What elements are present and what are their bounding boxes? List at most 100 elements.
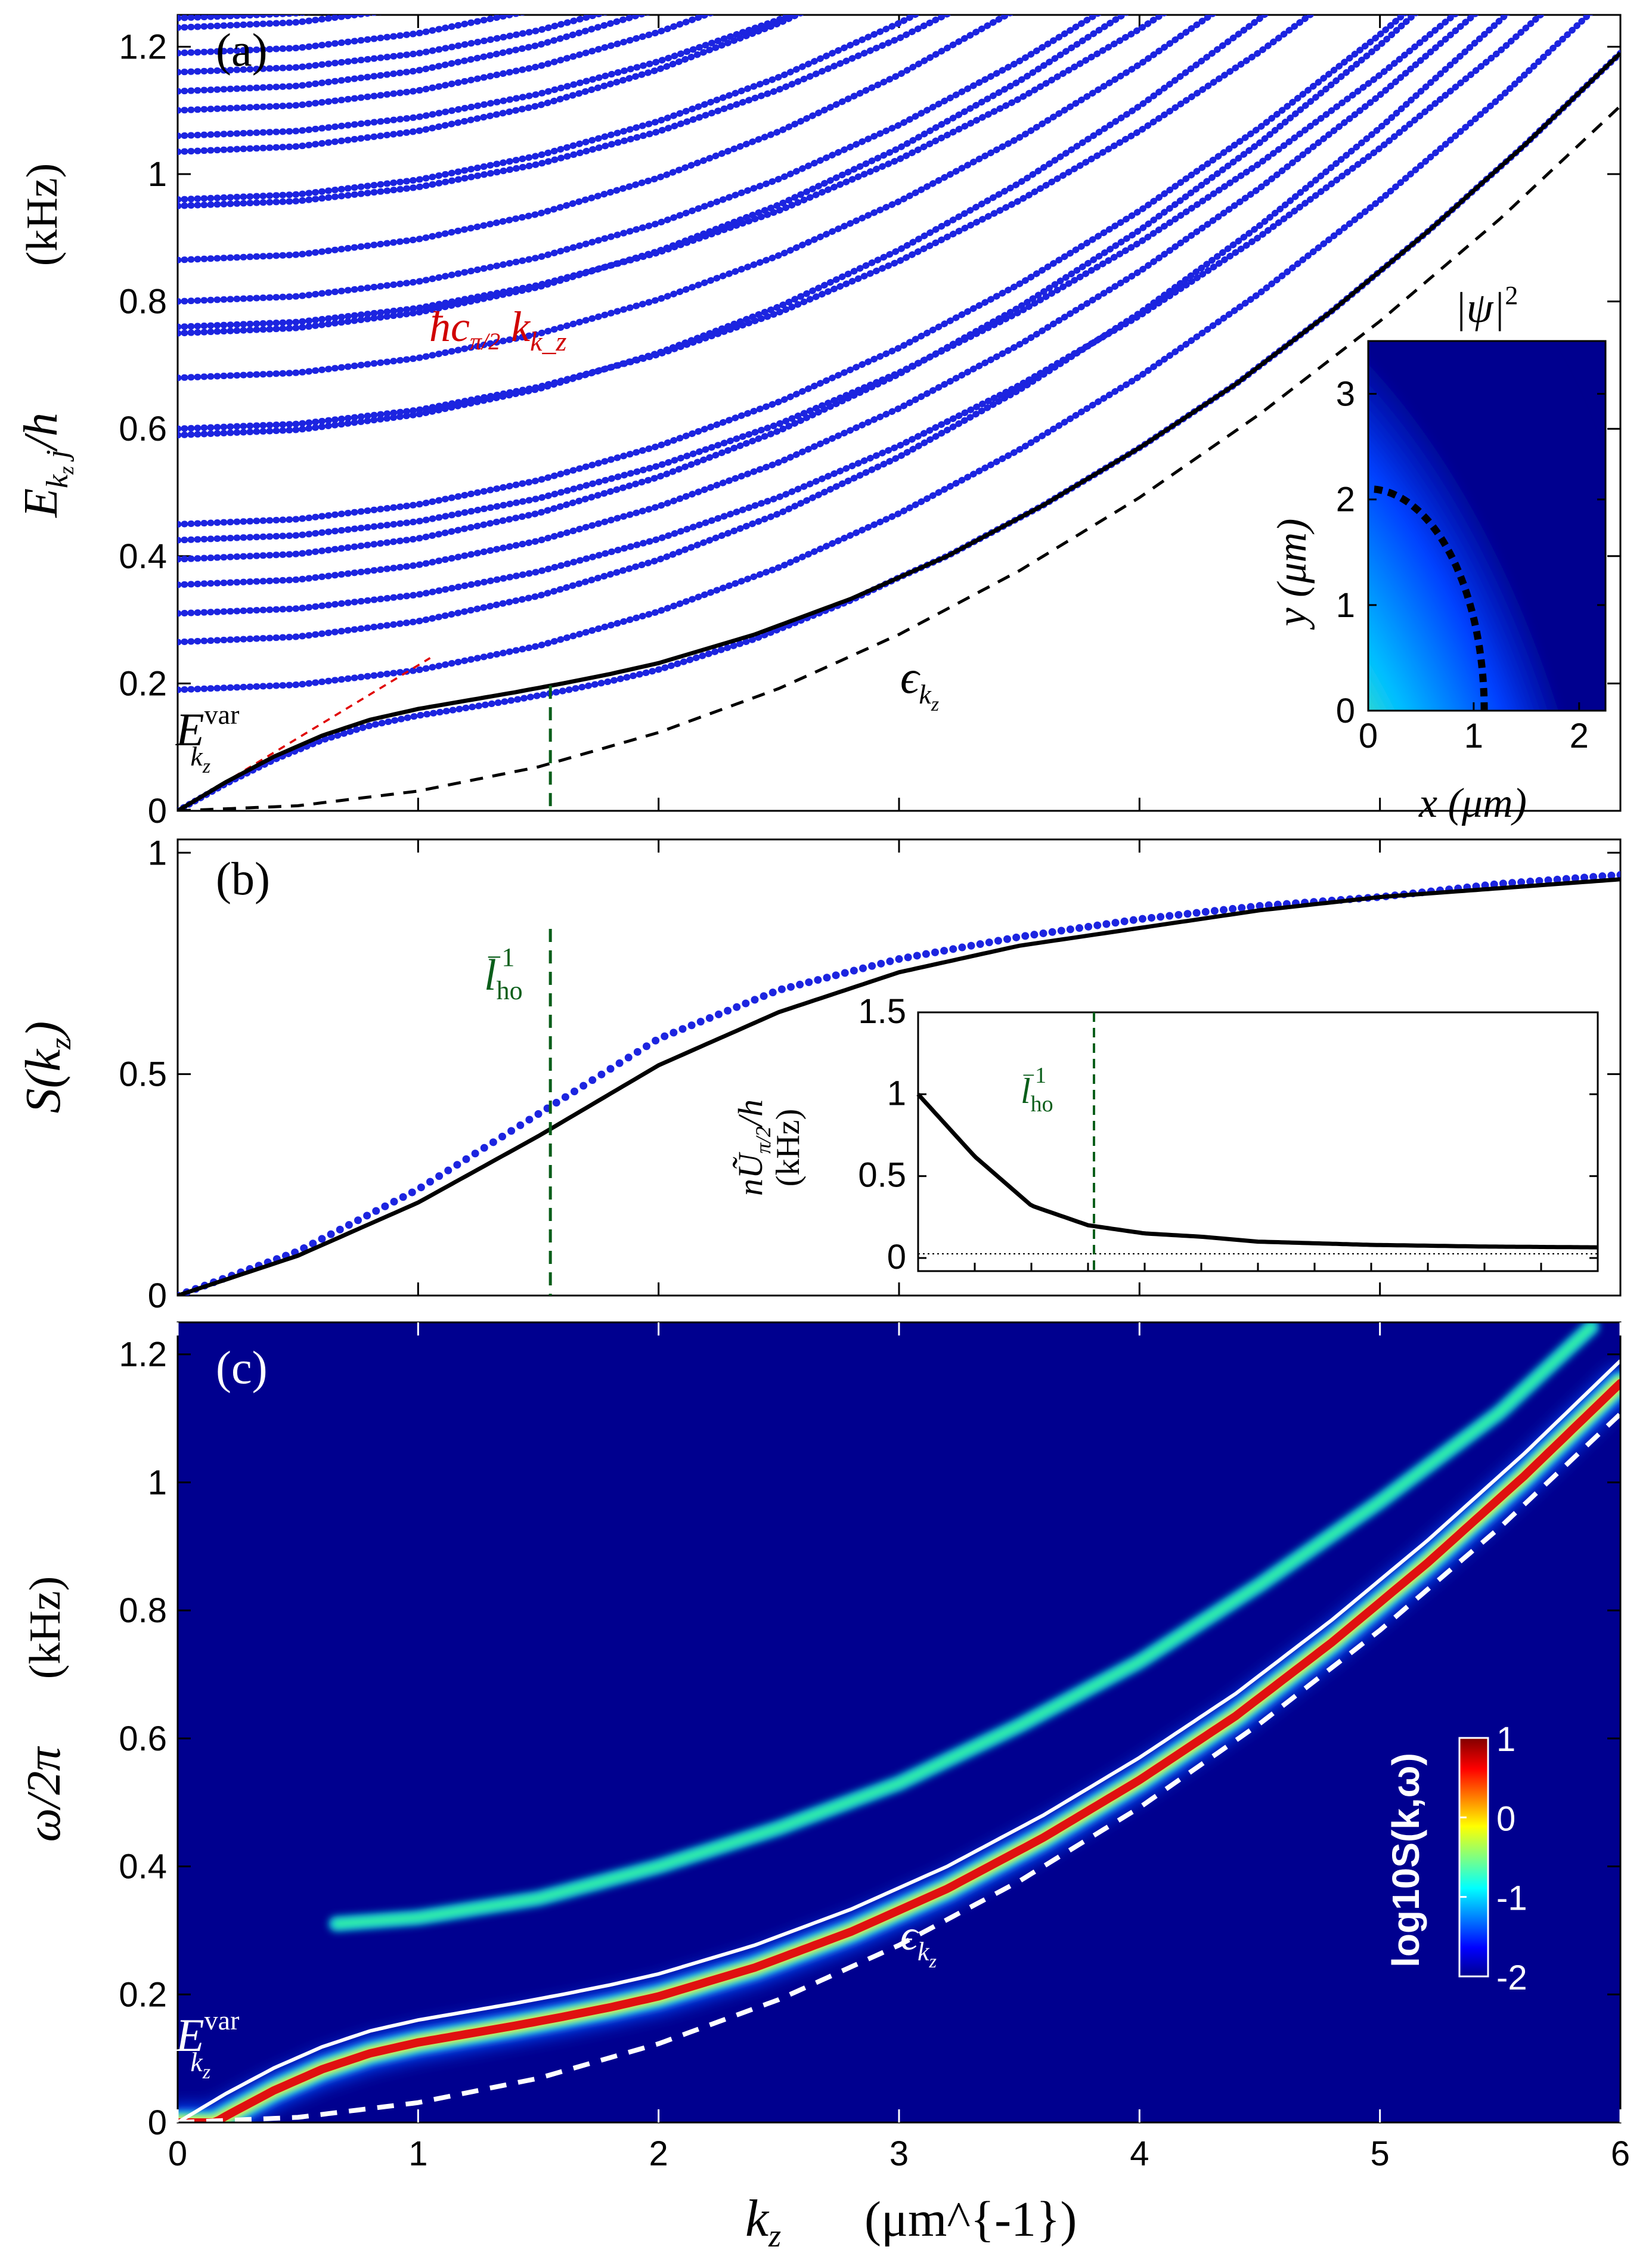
panel-b-dot bbox=[444, 1166, 452, 1175]
panel-a-band bbox=[178, 15, 799, 140]
panel-b-dot bbox=[417, 1183, 425, 1192]
panel-c-xtick-label: 3 bbox=[889, 2134, 909, 2173]
panel-b-dot bbox=[471, 1149, 479, 1158]
panel-b-dot bbox=[796, 980, 804, 988]
panel-b-dot bbox=[751, 996, 759, 1004]
inset-a-xlabel: x (μm) bbox=[1418, 780, 1527, 826]
panel-b-dot bbox=[1048, 928, 1056, 936]
panel-b-dot bbox=[841, 969, 849, 977]
panel-b-inset: 00.511.5 lho−1 nŨπ/2/h (kHz) bbox=[731, 992, 1599, 1276]
colorbar-gradient bbox=[1458, 1737, 1489, 1978]
colorbar-ticks: 1 0 -1 -2 bbox=[1459, 1720, 1527, 1997]
panel-a-band bbox=[178, 15, 608, 76]
panel-a-band bbox=[178, 15, 1419, 563]
inset-a-frame bbox=[1367, 340, 1607, 712]
panel-b-dot bbox=[525, 1115, 534, 1124]
colorbar-tick-label: 0 bbox=[1496, 1799, 1515, 1838]
panel-c-ytick-label: 1 bbox=[148, 1463, 167, 1502]
panel-c-xlabel: kz (μm^{-1}) bbox=[745, 2190, 1077, 2254]
panel-a-ytick-label: 0.2 bbox=[119, 664, 167, 703]
inset-a-xtick-label: 2 bbox=[1570, 717, 1589, 755]
panel-b-dot bbox=[976, 940, 984, 948]
panel-c-xtick-label: 5 bbox=[1371, 2134, 1390, 2173]
panel-a-band bbox=[178, 15, 1217, 382]
inset-a-ytick-label: 3 bbox=[1336, 375, 1355, 414]
inset-a-ytick-label: 2 bbox=[1336, 481, 1355, 519]
panel-b-dot bbox=[922, 950, 930, 958]
panel-b-dot bbox=[327, 1230, 335, 1238]
colorbar-tick-label: -2 bbox=[1496, 1959, 1527, 1997]
panel-b-ylabel: S(kz) bbox=[16, 1021, 77, 1114]
panel-a-band bbox=[178, 15, 1511, 646]
panel-b-dot bbox=[958, 943, 966, 952]
panel-a-band bbox=[178, 15, 312, 21]
panel-a-band bbox=[178, 15, 1102, 305]
panel-b-dot bbox=[1021, 932, 1030, 940]
panel-b-dot bbox=[868, 962, 876, 970]
panel-a-band bbox=[178, 15, 953, 209]
panel-b-dot bbox=[1192, 909, 1201, 917]
panel-c-xtick-label: 2 bbox=[649, 2134, 668, 2173]
panel-b-dot bbox=[661, 1032, 669, 1040]
panel-a-band bbox=[178, 15, 805, 156]
panel-b-dot bbox=[1066, 925, 1074, 934]
panel-b-dot bbox=[1607, 872, 1616, 880]
inset-b-ticks: 0 0.5 1 1.5 bbox=[858, 992, 1599, 1276]
panel-b-dot bbox=[823, 974, 831, 982]
panel-a-band bbox=[178, 15, 1479, 588]
panel-b-dot bbox=[579, 1082, 588, 1090]
panel-b-dot bbox=[696, 1018, 705, 1026]
panel-b-label: (b) bbox=[216, 853, 270, 904]
panel-b-dot bbox=[1229, 904, 1237, 913]
panel-a-band bbox=[178, 15, 922, 203]
panel-b-dot bbox=[670, 1028, 678, 1037]
panel-a-ytick-label: 0.8 bbox=[119, 283, 167, 321]
panel-c-xtick-label: 0 bbox=[168, 2134, 187, 2173]
inset-b-ytick-label: 0 bbox=[887, 1238, 906, 1276]
panel-b-dot bbox=[1120, 917, 1129, 925]
panel-c-ylabel: ω/2π (kHz) bbox=[18, 1576, 70, 1842]
panel-a-ylabel: Ekz j/h (kHz) bbox=[15, 163, 78, 518]
panel-b-dot bbox=[760, 992, 768, 1000]
panel-c-xtick-label: 1 bbox=[408, 2134, 427, 2173]
panel-b-dot bbox=[724, 1006, 732, 1015]
panel-b-dot bbox=[994, 937, 1002, 945]
panel-c-ytick-label: 0.6 bbox=[119, 1719, 167, 1758]
panel-a-band bbox=[178, 15, 1594, 693]
svg-text:Ekz j/h: Ekz j/h bbox=[15, 413, 78, 518]
panel-a-ytick-label: 0 bbox=[148, 792, 167, 831]
panel-b-dot bbox=[1003, 935, 1011, 943]
panel-b-dot bbox=[1571, 874, 1579, 882]
panel-b-dot bbox=[399, 1193, 407, 1201]
panel-b-dot bbox=[1508, 879, 1516, 887]
panel-c-evar-curve bbox=[178, 1359, 1620, 2122]
panel-c-upper-branch-core bbox=[333, 1324, 1595, 1927]
svg-text:(kHz): (kHz) bbox=[770, 1109, 807, 1187]
panel-b-dot bbox=[1102, 920, 1111, 928]
panel-b-dot bbox=[552, 1099, 560, 1107]
panel-a-ytick-label: 1.2 bbox=[119, 27, 167, 66]
panel-c-epsilon-curve bbox=[178, 1412, 1620, 2122]
panel-a-ytick-label: 1 bbox=[148, 155, 167, 194]
panel-a-band bbox=[178, 15, 715, 114]
panel-b-dot bbox=[435, 1172, 444, 1180]
panel-b-dot bbox=[534, 1110, 543, 1118]
panel-b-y-ticks: 00.51 bbox=[119, 833, 1620, 1315]
inset-b-ytick-label: 1 bbox=[887, 1074, 906, 1113]
panel-b-dot bbox=[1247, 903, 1255, 911]
panel-c-x-ticks: 0 1 2 3 4 5 6 bbox=[168, 1322, 1630, 2173]
panel-b-dot bbox=[768, 988, 777, 997]
panel-b-dot bbox=[687, 1021, 696, 1030]
panel-b-dot bbox=[1499, 879, 1507, 888]
panel-b-dot bbox=[381, 1202, 389, 1210]
panel-b-dot bbox=[895, 955, 903, 963]
panel-c-ytick-label: 0.2 bbox=[119, 1975, 167, 2014]
panel-b-dot bbox=[363, 1211, 371, 1220]
panel-a-band bbox=[178, 15, 527, 57]
panel-b-dot bbox=[597, 1070, 606, 1079]
panel-b-dot bbox=[408, 1188, 416, 1197]
panel-b-dot bbox=[733, 1003, 741, 1011]
inset-b-curve bbox=[916, 1092, 1598, 1250]
panel-a-ylabel-unit: (kHz) bbox=[18, 163, 67, 267]
panel-b-dot bbox=[336, 1225, 344, 1234]
